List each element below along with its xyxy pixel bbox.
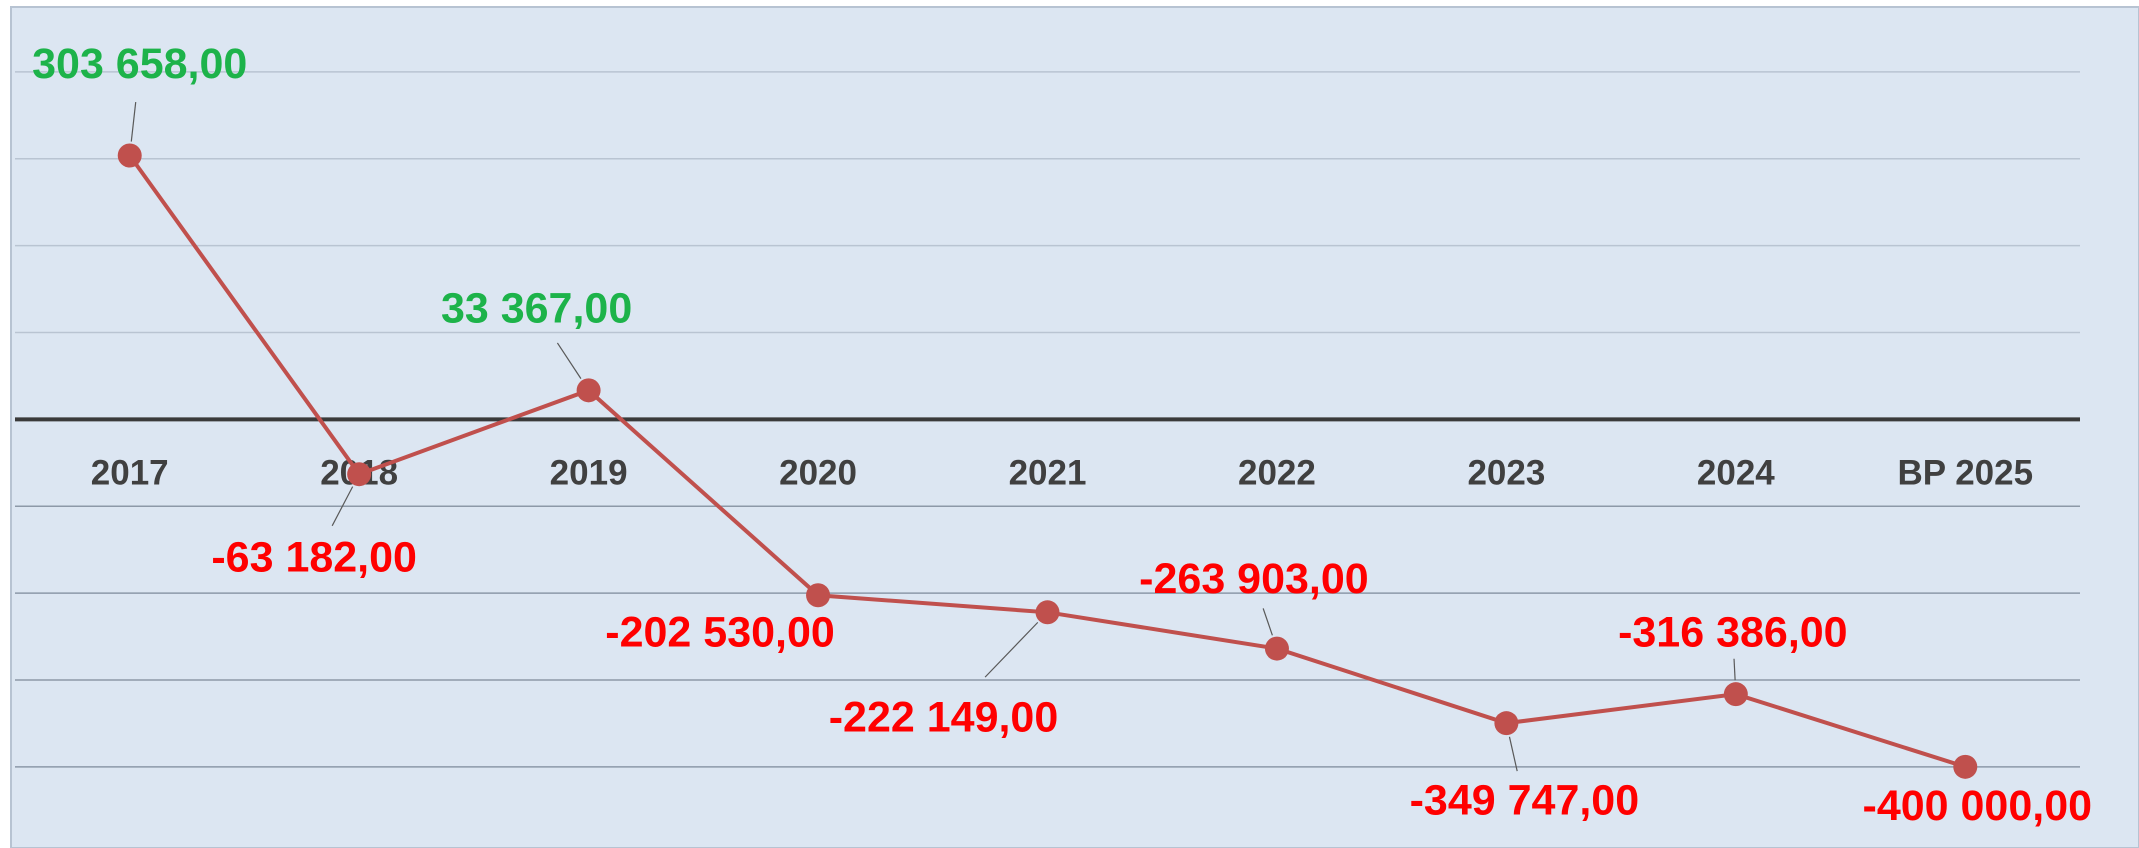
point xyxy=(1264,636,1289,661)
point xyxy=(1953,754,1978,779)
point xyxy=(806,583,831,608)
point xyxy=(1494,711,1519,736)
x-tick-label: 2022 xyxy=(1238,454,1316,493)
point xyxy=(347,462,372,487)
data-label: -222 149,00 xyxy=(829,694,1059,742)
data-label: -202 530,00 xyxy=(605,609,835,657)
data-label: -316 386,00 xyxy=(1618,609,1848,657)
point xyxy=(117,143,142,168)
x-tick-label: 2020 xyxy=(779,454,857,493)
leader-line xyxy=(556,342,582,379)
point xyxy=(576,378,601,403)
x-tick-label: 2023 xyxy=(1467,454,1545,493)
data-label: -263 903,00 xyxy=(1139,555,1369,603)
x-tick-label: 2019 xyxy=(550,454,628,493)
leader-line xyxy=(1508,736,1518,772)
data-label: 33 367,00 xyxy=(441,285,632,333)
x-tick-label: 2024 xyxy=(1697,454,1775,493)
point xyxy=(1723,682,1748,707)
data-label: -63 182,00 xyxy=(211,534,417,582)
leader-line xyxy=(1733,658,1736,681)
x-tick-label: 2017 xyxy=(91,454,169,493)
leader-line xyxy=(331,486,354,527)
leader-line xyxy=(1262,608,1273,636)
x-tick-label: BP 2025 xyxy=(1897,454,2033,493)
data-label: -400 000,00 xyxy=(1863,782,2093,830)
leader-line xyxy=(984,621,1039,678)
leader-line xyxy=(130,102,137,142)
data-label: 303 658,00 xyxy=(32,40,247,88)
data-label: -349 747,00 xyxy=(1410,777,1640,825)
point xyxy=(1035,600,1060,625)
x-tick-label: 2021 xyxy=(1009,454,1087,493)
